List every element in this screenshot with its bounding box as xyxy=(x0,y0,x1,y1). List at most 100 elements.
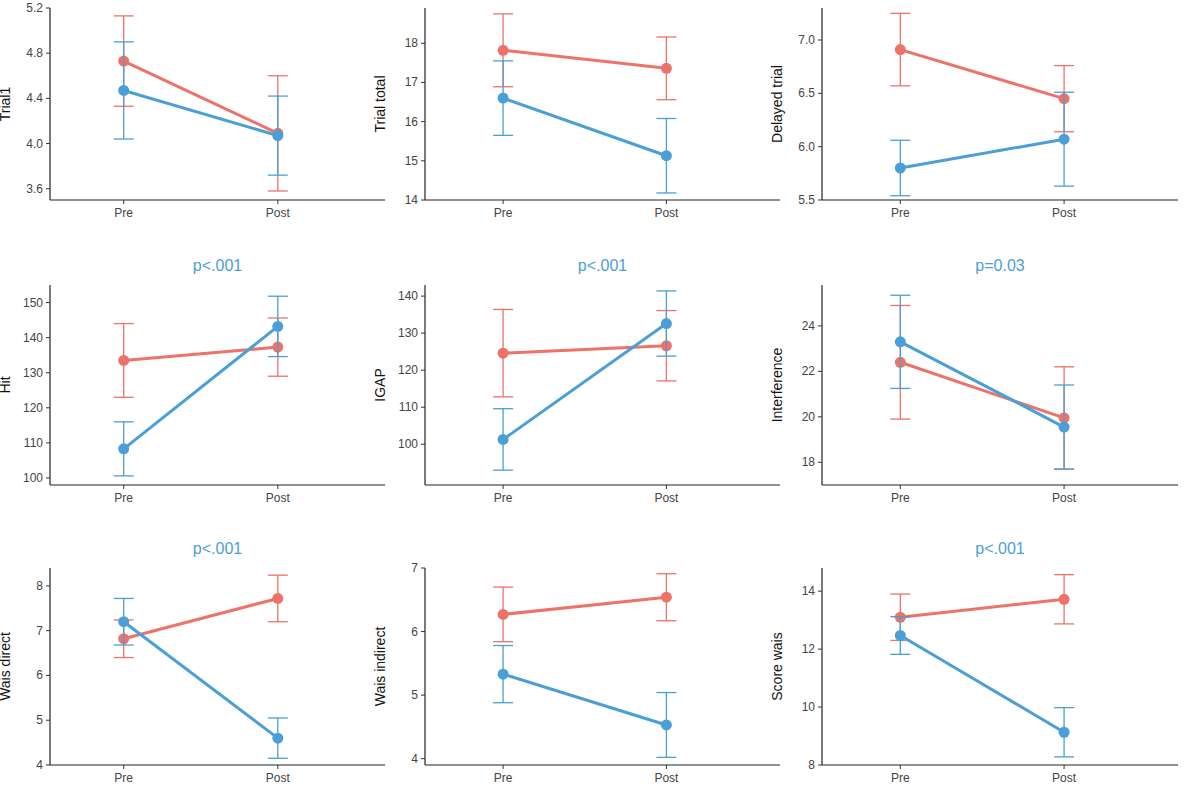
y-axis xyxy=(424,8,425,200)
y-tick xyxy=(818,707,822,708)
x-tick-label: Post xyxy=(266,206,291,220)
y-tick-label: 5.2 xyxy=(26,1,43,15)
series-line xyxy=(124,347,278,360)
y-tick-label: 120 xyxy=(398,363,418,377)
point xyxy=(895,630,906,641)
series-line xyxy=(503,674,666,725)
x-axis xyxy=(50,199,385,200)
y-tick xyxy=(421,370,425,371)
y-axis xyxy=(821,568,822,765)
panel: 5.56.06.57.0PrePostDelayed trial xyxy=(769,8,1178,220)
x-tick xyxy=(900,765,901,769)
y-tick-label: 110 xyxy=(399,400,418,414)
y-tick-label: 6.0 xyxy=(798,140,815,154)
error-bar xyxy=(1054,575,1074,624)
x-axis xyxy=(822,199,1178,200)
data-group xyxy=(890,575,1074,757)
y-tick xyxy=(421,160,425,161)
point xyxy=(498,669,509,680)
series-line xyxy=(900,139,1064,168)
point xyxy=(498,609,509,620)
y-tick-label: 100 xyxy=(23,471,43,485)
error-bar xyxy=(656,37,676,100)
x-tick xyxy=(503,485,504,489)
x-tick-label: Pre xyxy=(114,771,133,785)
y-tick-label: 6 xyxy=(36,668,43,682)
y-tick-label: 24 xyxy=(802,319,816,333)
y-tick-label: 3.6 xyxy=(26,182,43,196)
series-line xyxy=(124,326,278,448)
error-bar xyxy=(656,693,676,758)
y-axis xyxy=(49,8,50,200)
point xyxy=(895,44,906,55)
y-tick xyxy=(421,200,425,201)
data-group xyxy=(114,16,288,191)
error-bar xyxy=(1054,708,1074,757)
y-tick xyxy=(46,98,50,99)
x-tick xyxy=(277,485,278,489)
y-tick-label: 4.8 xyxy=(26,46,43,60)
point xyxy=(272,321,283,332)
panel: 4567PrePostWais indirect xyxy=(372,561,780,785)
point xyxy=(661,63,672,74)
x-tick xyxy=(123,485,124,489)
y-tick-label: 130 xyxy=(398,326,418,340)
p-value: p=0.03 xyxy=(975,257,1024,274)
error-bar xyxy=(1054,92,1074,186)
y-tick xyxy=(421,121,425,122)
error-bar xyxy=(114,598,134,645)
x-tick-label: Post xyxy=(654,206,679,220)
y-tick-label: 4 xyxy=(411,752,418,766)
y-axis-title: Hit xyxy=(0,376,13,393)
x-tick-label: Pre xyxy=(494,206,513,220)
y-tick-label: 7 xyxy=(36,624,43,638)
error-bar xyxy=(890,13,910,86)
y-axis-title: Wais indirect xyxy=(372,627,388,707)
error-bar xyxy=(656,291,676,356)
series-line xyxy=(503,98,666,156)
point xyxy=(272,130,283,141)
y-tick-label: 140 xyxy=(398,289,418,303)
point xyxy=(498,348,509,359)
error-bar xyxy=(268,296,288,356)
x-tick xyxy=(123,765,124,769)
point xyxy=(498,45,509,56)
y-tick xyxy=(46,53,50,54)
x-axis xyxy=(425,199,780,200)
y-axis xyxy=(49,568,50,765)
x-tick xyxy=(666,485,667,489)
p-value: p<.001 xyxy=(578,257,627,274)
point xyxy=(895,336,906,347)
x-axis xyxy=(822,484,1178,485)
y-tick xyxy=(46,372,50,373)
y-tick-label: 6 xyxy=(411,625,418,639)
y-tick-label: 8 xyxy=(808,758,815,772)
point xyxy=(118,616,129,627)
error-bar xyxy=(114,422,134,476)
point xyxy=(661,719,672,730)
x-tick-label: Pre xyxy=(891,491,910,505)
error-bar xyxy=(268,718,288,758)
y-axis-title: Trial1 xyxy=(0,87,13,122)
point xyxy=(118,85,129,96)
y-tick xyxy=(818,462,822,463)
point xyxy=(118,443,129,454)
y-tick xyxy=(46,585,50,586)
data-group xyxy=(493,291,676,470)
y-tick-label: 15 xyxy=(405,154,419,168)
series-line xyxy=(900,342,1064,427)
y-tick xyxy=(818,416,822,417)
data-group xyxy=(114,575,288,758)
error-bar xyxy=(493,587,513,642)
y-tick xyxy=(818,591,822,592)
y-tick xyxy=(818,40,822,41)
series-line xyxy=(900,599,1064,617)
y-tick xyxy=(818,649,822,650)
error-bar xyxy=(890,617,910,655)
y-tick-label: 8 xyxy=(36,579,43,593)
y-axis xyxy=(821,8,822,200)
x-tick-label: Post xyxy=(1052,206,1077,220)
y-tick xyxy=(46,143,50,144)
panel: 18202224PrePostInterferencep=0.03 xyxy=(769,257,1178,505)
point xyxy=(1059,134,1070,145)
